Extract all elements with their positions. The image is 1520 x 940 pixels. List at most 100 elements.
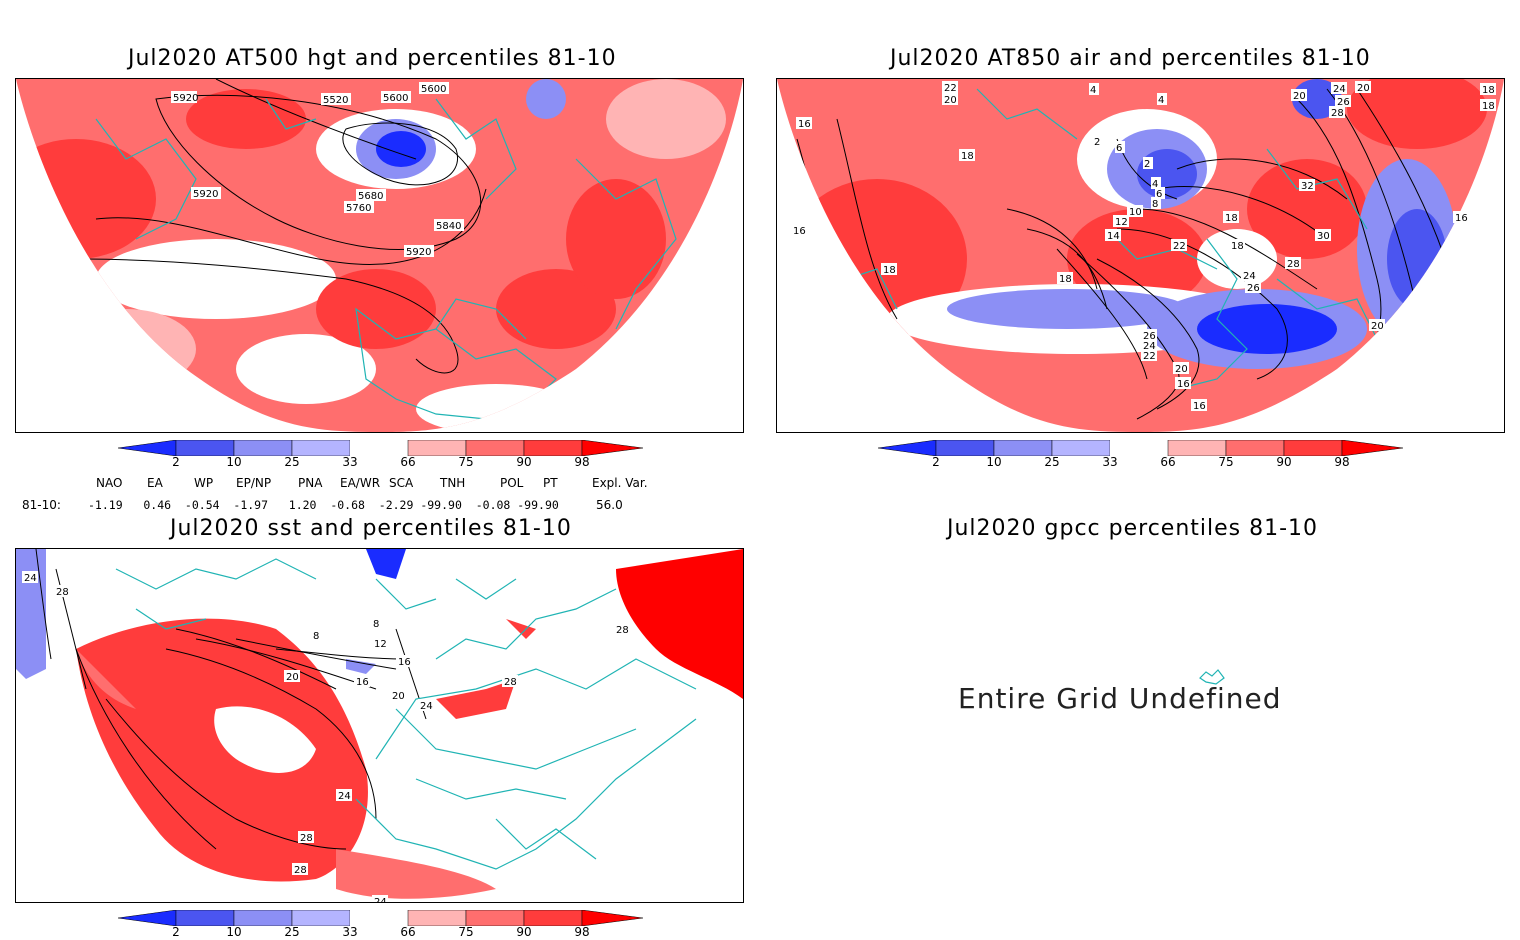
colorbar-label: 33 (342, 925, 358, 939)
contour-label: 18 (883, 265, 896, 276)
gpcc-undefined-message: Entire Grid Undefined (958, 682, 1282, 715)
colorbar-label: 2 (932, 455, 940, 469)
index-header: Expl. Var. (592, 476, 648, 490)
contour-label: 22 (1143, 351, 1156, 362)
hgt-map-panel: 5920 5520 5600 5600 5680 5760 5840 5920 … (15, 78, 744, 433)
contour-label: 24 (338, 791, 351, 802)
colorbar-label: 66 (400, 455, 416, 469)
colorbar-label: 10 (986, 455, 1002, 469)
colorbar-label: 25 (284, 455, 300, 469)
colorbar-label: 2 (172, 455, 180, 469)
hgt-colorbar: 2 10 25 33 66 75 90 98 (117, 439, 644, 472)
colorbar-label: 75 (458, 455, 474, 469)
contour-label: 24 (1243, 271, 1256, 282)
contour-label: 4 (1152, 179, 1158, 190)
contour-label: 18 (1482, 101, 1495, 112)
contour-label: 24 (1333, 84, 1346, 95)
contour-label: 26 (1247, 283, 1260, 294)
contour-label: 28 (1331, 108, 1344, 119)
colorbar-label: 66 (400, 925, 416, 939)
colorbar-label: 98 (574, 925, 590, 939)
contour-label: 5680 (358, 191, 383, 202)
contour-label: 8 (1152, 199, 1158, 210)
index-header: TNH (440, 476, 466, 490)
index-header: EA (147, 476, 163, 490)
index-values: -1.19 0.46 -0.54 -1.97 1.20 -0.68 -2.29 … (88, 498, 559, 512)
index-header: POL (500, 476, 524, 490)
contour-label: 28 (1287, 259, 1300, 270)
index-header: EA/WR (340, 476, 381, 490)
contour-label: 24 (1143, 341, 1156, 352)
contour-label: 4 (1090, 85, 1096, 96)
contour-label: 2 (1094, 137, 1100, 148)
contour-label: 5600 (421, 84, 446, 95)
contour-label: 10 (1129, 207, 1142, 218)
air-colorbar: 2 10 25 33 66 75 90 98 (877, 439, 1404, 472)
contour-label: 6 (1116, 143, 1122, 154)
colorbar-label: 90 (1276, 455, 1292, 469)
colorbar-label: 25 (284, 925, 300, 939)
index-header: PT (543, 476, 558, 490)
contour-label: 16 (798, 119, 811, 130)
colorbar-label: 90 (516, 925, 532, 939)
colorbar-swatches (877, 439, 1404, 457)
contour-label: 20 (1357, 83, 1370, 94)
colorbar-label: 33 (342, 455, 358, 469)
contour-label: 22 (1173, 241, 1186, 252)
sst-map-panel: 24 28 8 8 12 16 16 20 20 24 28 24 28 28 … (15, 548, 744, 903)
contour-label: 24 (420, 701, 433, 712)
contour-label: 16 (1193, 401, 1206, 412)
colorbar-label: 75 (458, 925, 474, 939)
index-header: EP/NP (236, 476, 272, 490)
contour-label: 28 (504, 677, 517, 688)
contour-label: 8 (373, 619, 379, 630)
index-header: NAO (96, 476, 123, 490)
colorbar-label: 10 (226, 925, 242, 939)
colorbar-label: 98 (574, 455, 590, 469)
colorbar-label: 10 (226, 455, 242, 469)
contour-label: 24 (374, 897, 387, 902)
contour-label: 5520 (323, 95, 348, 106)
colorbar-label: 90 (516, 455, 532, 469)
contour-label: 26 (1337, 97, 1350, 108)
contour-label: 28 (294, 865, 307, 876)
sst-panel-title: Jul2020 sst and percentiles 81-10 (170, 516, 572, 541)
contour-label: 5920 (406, 247, 431, 258)
contour-label: 22 (944, 83, 957, 94)
contour-label: 16 (793, 226, 806, 237)
contour-label: 20 (944, 95, 957, 106)
index-row-label: 81-10: (22, 498, 61, 512)
contour-label: 20 (1175, 364, 1188, 375)
contour-label: 18 (1482, 85, 1495, 96)
contour-label: 20 (1371, 321, 1384, 332)
colorbar-label: 25 (1044, 455, 1060, 469)
colorbar-label: 66 (1160, 455, 1176, 469)
colorbar-label: 2 (172, 925, 180, 939)
contour-label: 5760 (346, 203, 371, 214)
contour-label: 12 (374, 639, 387, 650)
contour-label: 18 (1059, 274, 1072, 285)
contour-label: 5600 (383, 93, 408, 104)
contour-label: 20 (1293, 91, 1306, 102)
hgt-map: 5920 5520 5600 5600 5680 5760 5840 5920 … (16, 79, 743, 432)
contour-label: 30 (1317, 231, 1330, 242)
contour-label: 18 (1225, 213, 1238, 224)
contour-label: 28 (300, 833, 313, 844)
contour-label: 20 (286, 672, 299, 683)
contour-label: 16 (1455, 213, 1468, 224)
colorbar-swatches (117, 439, 644, 457)
air-panel-title: Jul2020 AT850 air and percentiles 81-10 (890, 46, 1371, 71)
index-expl-var: 56.0 (596, 498, 623, 512)
hgt-panel-title: Jul2020 AT500 hgt and percentiles 81-10 (128, 46, 617, 71)
contour-label: 18 (1231, 241, 1244, 252)
contour-label: 2 (1144, 159, 1150, 170)
colorbar-label: 98 (1334, 455, 1350, 469)
contour-label: 18 (961, 151, 974, 162)
contour-label: 4 (1158, 95, 1164, 106)
contour-label: 16 (398, 657, 411, 668)
contour-label: 26 (1143, 331, 1156, 342)
sst-map: 24 28 8 8 12 16 16 20 20 24 28 24 28 28 … (16, 549, 743, 902)
contour-label: 16 (1177, 379, 1190, 390)
contour-label: 28 (56, 587, 69, 598)
contour-label: 32 (1301, 181, 1314, 192)
